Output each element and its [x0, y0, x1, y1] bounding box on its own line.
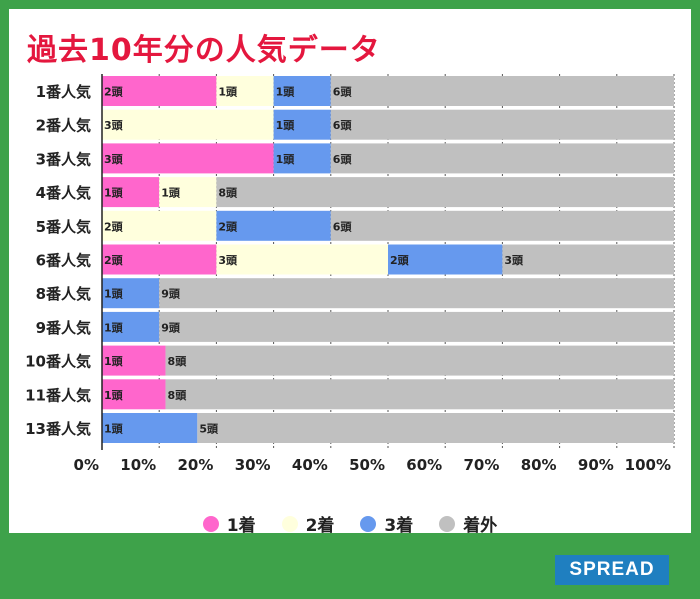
data-label: 1頭 [104, 423, 124, 436]
bar-segment [102, 177, 160, 208]
data-label: 8頭 [218, 187, 238, 200]
bar-segment [197, 413, 675, 443]
bar-segment [216, 76, 274, 106]
legend-label: 3着 [384, 516, 414, 536]
bar-segment [330, 76, 674, 106]
data-label: 3頭 [104, 153, 124, 166]
bar-segment [216, 244, 388, 275]
category-label: 2番人気 [36, 117, 91, 135]
category-label: 9番人気 [36, 319, 91, 337]
data-label: 1頭 [161, 187, 181, 200]
data-label: 9頭 [161, 321, 181, 334]
bar-segment [216, 177, 674, 208]
chart-panel: 過去10年分の人気データ 2頭 1頭 1頭 6頭 1番人気 3頭 1頭 6頭 2番人気 3頭 1頭 6… [9, 9, 691, 536]
category-label: 11番人気 [25, 386, 91, 404]
bar-segment [273, 143, 331, 174]
x-tick-label: 40% [292, 456, 328, 474]
data-label: 6頭 [333, 86, 353, 99]
data-label: 1頭 [218, 86, 238, 99]
x-tick-label: 100% [625, 456, 671, 474]
x-tick-label: 30% [235, 456, 271, 474]
legend-swatch-icon [202, 515, 219, 532]
category-label: 5番人気 [36, 218, 91, 236]
data-label: 2頭 [390, 254, 410, 267]
bar-segment [165, 345, 675, 376]
legend-item: 1着 [202, 511, 256, 536]
x-tick-label: 20% [177, 456, 213, 474]
category-label: 6番人気 [36, 252, 91, 270]
data-label: 8頭 [168, 389, 188, 402]
data-label: 3頭 [218, 254, 238, 267]
legend-label: 1着 [226, 516, 256, 536]
x-tick-label: 80% [521, 456, 557, 474]
bar-segment [388, 244, 503, 275]
category-label: 13番人気 [25, 420, 91, 438]
data-label: 2頭 [218, 220, 238, 233]
bar-segment [502, 244, 674, 275]
bar-segment [159, 177, 217, 208]
data-label: 2頭 [104, 254, 124, 267]
x-tick-label: 60% [406, 456, 442, 474]
legend-swatch-icon [360, 515, 377, 532]
x-tick-label: 10% [120, 456, 156, 474]
bar-segment [102, 109, 274, 140]
bar-segment [102, 210, 217, 241]
legend-swatch-icon [439, 515, 456, 532]
legend: 1着 2着 3着 着外 [9, 511, 691, 536]
bar-segment [159, 311, 674, 342]
bar-segment [165, 379, 675, 410]
spread-logo: SPREAD [555, 555, 669, 585]
stacked-bar-chart: 2頭 1頭 1頭 6頭 1番人気 3頭 1頭 6頭 2番人気 3頭 1頭 6頭 3番人気 1頭 1頭 8頭 4番… [25, 74, 675, 474]
category-label: 10番人気 [25, 353, 91, 371]
bar-segment [102, 76, 217, 106]
data-label: 6頭 [333, 119, 353, 132]
bar-segment [102, 244, 217, 275]
category-label: 3番人気 [36, 150, 91, 168]
bar-segment [102, 311, 160, 342]
category-label: 4番人気 [36, 184, 91, 202]
data-label: 8頭 [168, 355, 188, 368]
legend-label: 着外 [463, 516, 498, 536]
legend-item: 着外 [439, 511, 497, 536]
category-label: 1番人気 [36, 83, 91, 101]
x-tick-label: 50% [349, 456, 385, 474]
x-tick-label: 90% [578, 456, 614, 474]
category-label: 8番人気 [36, 285, 91, 303]
bar-segment [330, 210, 674, 241]
data-label: 1頭 [276, 86, 296, 99]
data-label: 3頭 [504, 254, 524, 267]
data-label: 5頭 [199, 423, 219, 436]
data-label: 1頭 [104, 187, 124, 200]
legend-item: 2着 [281, 511, 335, 536]
data-label: 2頭 [104, 220, 124, 233]
bar-segment [102, 413, 198, 443]
legend-item: 3着 [360, 511, 413, 536]
x-tick-label: 70% [463, 456, 499, 474]
data-label: 1頭 [104, 321, 124, 334]
bar-segment [216, 210, 331, 241]
data-label: 2頭 [104, 86, 124, 99]
legend-label: 2着 [305, 516, 335, 536]
data-label: 1頭 [276, 153, 296, 166]
bar-segment [159, 278, 674, 309]
data-label: 1頭 [104, 389, 124, 402]
data-label: 1頭 [276, 119, 296, 132]
bar-segment [102, 278, 160, 309]
bar-segment [273, 76, 331, 106]
data-label: 3頭 [104, 119, 124, 132]
chart-title: 過去10年分の人気データ [27, 33, 381, 68]
legend-swatch-icon [281, 515, 298, 532]
bar-segment [330, 109, 674, 140]
data-label: 9頭 [161, 288, 181, 301]
data-label: 6頭 [333, 220, 353, 233]
bar-segment [102, 345, 166, 376]
data-label: 1頭 [104, 355, 124, 368]
bar-segment [102, 379, 166, 410]
x-tick-label: 0% [74, 456, 99, 474]
bar-segment [330, 143, 674, 174]
bar-segment [273, 109, 331, 140]
data-label: 6頭 [333, 153, 353, 166]
data-label: 1頭 [104, 288, 124, 301]
bar-segment [102, 143, 274, 174]
